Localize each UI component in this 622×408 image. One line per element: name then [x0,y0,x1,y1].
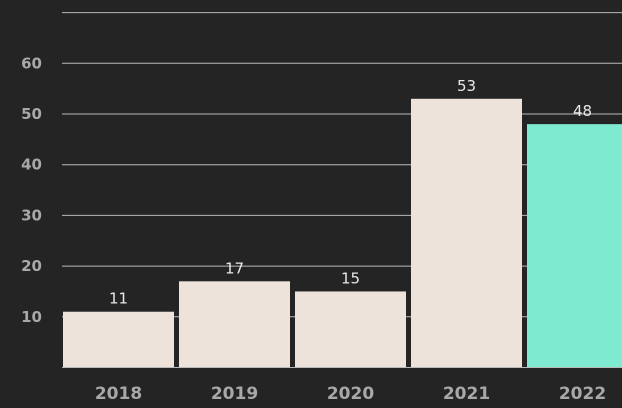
x-tick-label-2020: 2020 [327,384,374,403]
bars [63,98,622,368]
bar-2020 [295,291,406,368]
x-tick-label-2018: 2018 [95,384,142,403]
bar-2018 [63,311,174,368]
data-label-2018: 11 [109,290,128,308]
gridlines [62,12,622,318]
y-tick-label: 60 [21,54,42,72]
bar-2021 [411,98,522,368]
data-labels: 11 17 15 53 48 [109,77,592,308]
y-axis-ticks: 10 20 30 40 50 60 [21,54,42,326]
y-tick-label: 20 [21,257,42,275]
data-label-2021: 53 [457,77,476,95]
y-tick-label: 30 [21,206,42,224]
x-tick-label-2021: 2021 [443,384,490,403]
data-label-2019: 17 [225,259,244,277]
y-tick-label: 10 [21,308,42,326]
bar-2022 [527,124,622,368]
x-tick-label-2019: 2019 [211,384,258,403]
y-tick-label: 40 [21,156,42,174]
x-axis-ticks: 2018 2019 2020 2021 2022 [95,384,606,404]
data-label-2022: 48 [573,102,592,120]
x-tick-label-2022: 2022 [559,384,606,403]
y-tick-label: 50 [21,105,42,123]
bar-2019 [179,281,290,368]
data-label-2020: 15 [341,269,360,287]
